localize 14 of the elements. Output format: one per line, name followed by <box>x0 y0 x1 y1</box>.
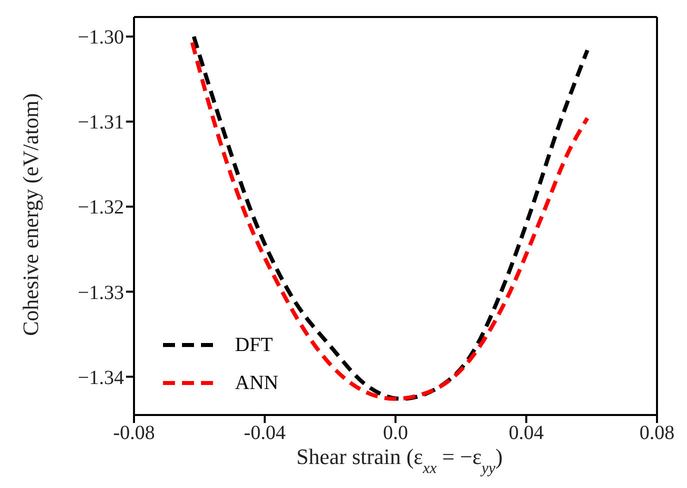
y-tick-label: −1.30 <box>78 26 124 49</box>
y-tick-label: −1.34 <box>78 366 124 389</box>
y-axis-title: Cohesive energy (eV/atom) <box>18 93 43 336</box>
legend-label: ANN <box>235 372 278 394</box>
x-tick-label: 0.0 <box>383 422 408 444</box>
x-tick-label: 0.08 <box>640 422 674 444</box>
x-tick-label: -0.08 <box>113 422 155 444</box>
y-tick-label: −1.32 <box>78 196 124 219</box>
y-tick-label: −1.33 <box>78 282 124 304</box>
x-tick-label: 0.04 <box>508 422 544 444</box>
x-axis-title: Shear strain (ε$_{xx}$ = −ε$_{yy}$) <box>296 444 503 476</box>
legend-label: DFT <box>235 334 273 356</box>
y-tick-label: −1.31 <box>78 112 124 134</box>
x-tick-label: -0.04 <box>244 422 286 444</box>
